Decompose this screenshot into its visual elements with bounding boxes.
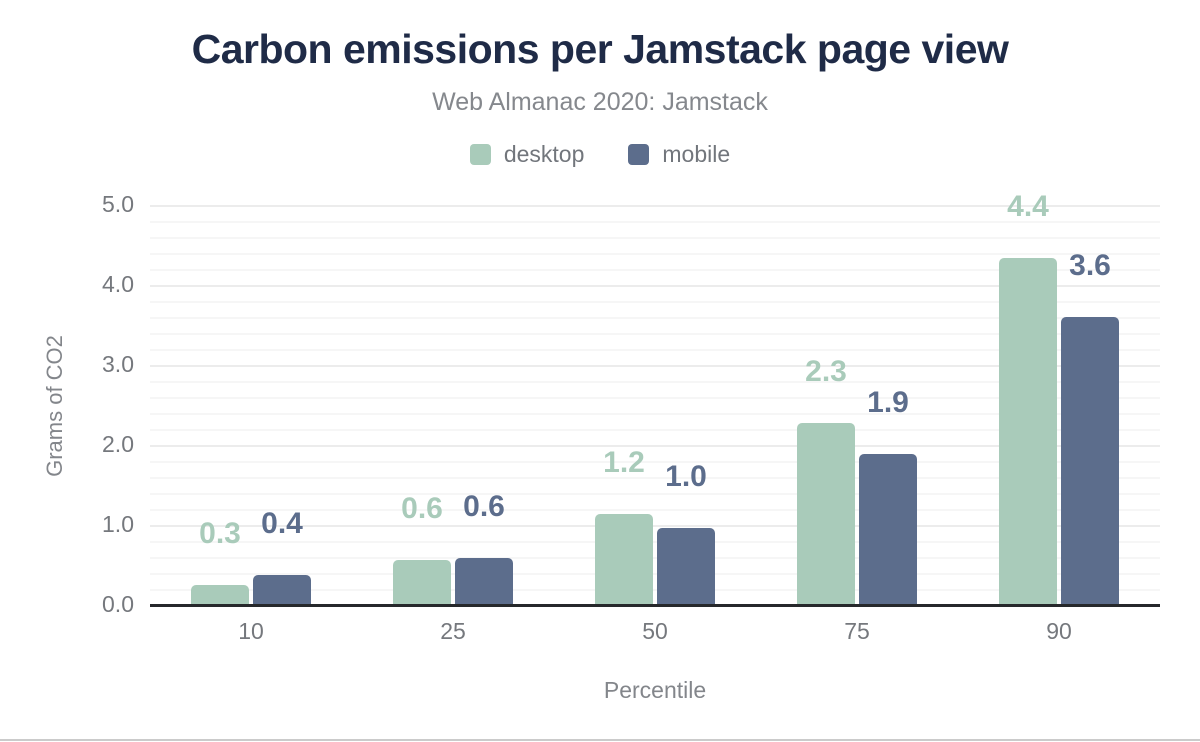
- mobile-series-swatch: [628, 144, 650, 165]
- bar-wrap-desktop: 2.3: [797, 355, 855, 606]
- desktop-value-label: 0.6: [401, 492, 443, 526]
- minor-grid-line: [150, 541, 1160, 543]
- bar-group-p75: 2.3 1.9: [756, 206, 958, 606]
- minor-grid-line: [150, 557, 1160, 559]
- desktop-value-label: 2.3: [805, 354, 847, 388]
- desktop-bar-p25[interactable]: [393, 560, 451, 606]
- minor-grid-line: [150, 493, 1160, 495]
- mobile-bar-p75[interactable]: [859, 454, 917, 606]
- mobile-value-label: 1.9: [867, 386, 909, 419]
- x-tick-label: 50: [642, 618, 668, 644]
- minor-grid-line: [150, 349, 1160, 351]
- desktop-value-label: 1.2: [603, 446, 645, 479]
- minor-grid-line: [150, 317, 1160, 319]
- bar-group-p10: 0.3 0.4: [150, 206, 352, 606]
- x-axis-title: Percentile: [603, 677, 707, 703]
- bar-group-p25: 0.6 0.6: [352, 206, 554, 606]
- x-axis-ticks: 10 25 50 75 90: [150, 618, 1160, 645]
- major-grid-line: [150, 525, 1160, 527]
- minor-grid-line: [150, 413, 1160, 415]
- desktop-bar-p10[interactable]: [191, 585, 249, 606]
- legend: desktop mobile: [0, 141, 1200, 168]
- bar-wrap-desktop: 0.3: [191, 517, 249, 606]
- legend-item-desktop: desktop: [469, 141, 585, 168]
- minor-grid-line: [150, 253, 1160, 255]
- mobile-value-label: 1.0: [665, 460, 707, 494]
- x-tick-label: 75: [844, 618, 870, 644]
- bar-wrap-desktop: 1.2: [595, 446, 653, 606]
- bar-wrap-mobile: 1.9: [859, 386, 917, 606]
- x-tick-label: 90: [1046, 618, 1072, 644]
- desktop-bar-p75[interactable]: [797, 422, 855, 606]
- mobile-bar-p10[interactable]: [253, 574, 311, 606]
- major-grid-line: [150, 365, 1160, 367]
- bottom-edge-line: [0, 739, 1200, 741]
- y-tick-label: 1.0: [102, 511, 134, 537]
- minor-grid-line: [150, 301, 1160, 303]
- desktop-value-label: 4.4: [1007, 190, 1049, 223]
- plot-area: 0.3 0.4 0.6 0.6 1.2 1.0 2.3 1.9 4.4 3.6: [150, 190, 1160, 607]
- desktop-series-swatch: [469, 144, 491, 165]
- y-tick-label: 4.0: [102, 271, 134, 297]
- bar-wrap-desktop: 4.4: [999, 190, 1057, 606]
- x-axis-line: [150, 604, 1160, 607]
- y-tick-label: 2.0: [102, 431, 134, 457]
- minor-grid-line: [150, 509, 1160, 511]
- bar-group-p50: 1.2 1.0: [554, 206, 756, 606]
- major-grid-line: [150, 285, 1160, 287]
- bar-groups: 0.3 0.4 0.6 0.6 1.2 1.0 2.3 1.9 4.4 3.6: [150, 190, 1160, 606]
- major-grid-line: [150, 205, 1160, 207]
- bar-group-p90: 4.4 3.6: [958, 190, 1160, 606]
- desktop-value-label: 0.3: [199, 517, 241, 551]
- legend-label-desktop: desktop: [503, 141, 585, 167]
- minor-grid-line: [150, 269, 1160, 271]
- mobile-value-label: 0.4: [261, 506, 303, 540]
- minor-grid-line: [150, 397, 1160, 399]
- minor-grid-line: [150, 429, 1160, 431]
- minor-grid-line: [150, 477, 1160, 479]
- major-grid-line: [150, 445, 1160, 447]
- y-axis-ticks: 0.0 1.0 2.0 3.0 4.0 5.0: [0, 191, 134, 617]
- y-tick-label: 3.0: [102, 351, 134, 377]
- mobile-bar-p50[interactable]: [657, 528, 715, 606]
- bar-wrap-mobile: 0.4: [253, 507, 311, 606]
- minor-grid-line: [150, 237, 1160, 239]
- mobile-value-label: 0.6: [463, 490, 505, 523]
- desktop-bar-p50[interactable]: [595, 514, 653, 606]
- desktop-bar-p90[interactable]: [999, 258, 1057, 606]
- minor-grid-line: [150, 573, 1160, 575]
- bar-wrap-mobile: 1.0: [657, 460, 715, 606]
- minor-grid-line: [150, 381, 1160, 383]
- minor-grid-line: [150, 461, 1160, 463]
- mobile-bar-p25[interactable]: [455, 558, 513, 606]
- legend-item-mobile: mobile: [628, 141, 730, 168]
- x-tick-label: 25: [440, 618, 466, 644]
- minor-grid-line: [150, 333, 1160, 335]
- y-tick-label: 5.0: [102, 191, 134, 217]
- bar-wrap-desktop: 0.6: [393, 492, 451, 606]
- x-tick-label: 10: [238, 618, 264, 644]
- mobile-value-label: 3.6: [1069, 249, 1111, 283]
- chart-subtitle: Web Almanac 2020: Jamstack: [432, 88, 768, 116]
- mobile-bar-p90[interactable]: [1061, 317, 1119, 606]
- y-tick-label: 0.0: [102, 591, 134, 617]
- bar-wrap-mobile: 0.6: [455, 490, 513, 606]
- legend-label-mobile: mobile: [662, 141, 731, 167]
- minor-grid-line: [150, 221, 1160, 223]
- bar-wrap-mobile: 3.6: [1061, 249, 1119, 606]
- minor-grid-line: [150, 589, 1160, 591]
- chart-title: Carbon emissions per Jamstack page view: [191, 26, 1009, 72]
